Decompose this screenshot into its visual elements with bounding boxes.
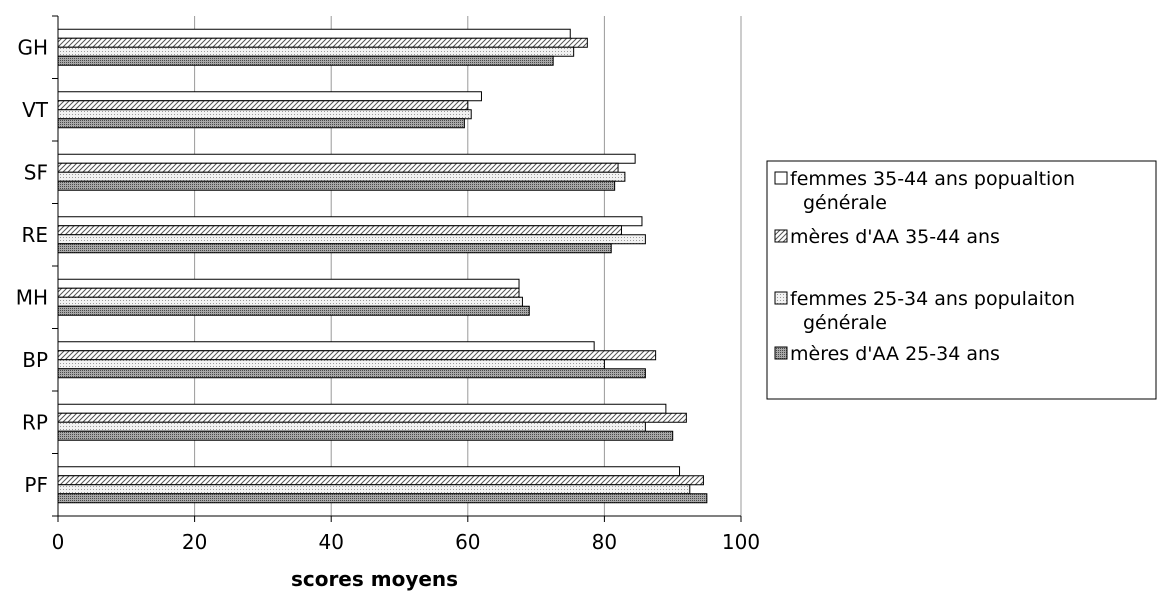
bar-pf-series-1 — [57, 466, 681, 477]
bar-sf-series-1 — [57, 153, 636, 164]
x-axis-label: scores moyens — [291, 567, 458, 591]
y-tick-label-sf: SF — [24, 160, 48, 184]
legend-box — [766, 160, 1157, 400]
x-tick-label-60: 60 — [455, 530, 480, 554]
x-tick-label-20: 20 — [182, 530, 207, 554]
gridlines — [194, 16, 742, 516]
x-tick-label-40: 40 — [318, 530, 343, 554]
bar-rp-series-4 — [57, 430, 674, 441]
y-tick-label-rp: RP — [22, 410, 48, 434]
bar-gh-series-3 — [57, 46, 575, 57]
bar-bp-series-1 — [57, 341, 595, 352]
legend: femmes 35-44 ans popualtion générale mères… — [766, 160, 1157, 400]
bar-mh-series-4 — [57, 305, 530, 316]
tick-labels: GH VT SF RE MH BP RP PF 0 20 40 60 80 100 — [16, 35, 760, 554]
x-tick-label-80: 80 — [592, 530, 617, 554]
bar-rp-series-3 — [57, 421, 646, 432]
bar-pf-series-4 — [57, 493, 708, 504]
legend-swatch-1 — [774, 171, 788, 185]
y-tick-label-mh: MH — [16, 285, 48, 309]
axes — [52, 15, 742, 522]
bar-gh-series-4 — [57, 55, 554, 66]
y-tick-label-vt: VT — [22, 98, 49, 122]
bar-vt-series-2 — [57, 100, 469, 111]
bar-mh-series-1 — [57, 278, 520, 289]
y-tick-label-re: RE — [21, 223, 48, 247]
bar-re-series-3 — [57, 234, 646, 245]
y-tick-label-bp: BP — [22, 348, 48, 372]
legend-swatch-4 — [774, 346, 788, 360]
legend-swatch-3 — [774, 291, 788, 305]
bar-re-series-1 — [57, 216, 643, 227]
bar-rp-series-2 — [57, 412, 687, 423]
bar-vt-series-4 — [57, 118, 465, 129]
legend-label-1: femmes 35-44 ans popualtion générale — [790, 168, 1075, 214]
y-tick-label-gh: GH — [17, 35, 48, 59]
y-tick-label-pf: PF — [24, 473, 48, 497]
legend-swatch-2 — [774, 229, 788, 243]
bar-re-series-4 — [57, 243, 612, 254]
bar-vt-series-3 — [57, 109, 472, 120]
bars — [57, 28, 708, 504]
bar-sf-series-4 — [57, 180, 616, 191]
bar-gh-series-1 — [57, 28, 571, 39]
bar-sf-series-3 — [57, 171, 626, 182]
bar-bp-series-2 — [57, 350, 657, 361]
bar-pf-series-3 — [57, 484, 691, 495]
bar-re-series-2 — [57, 225, 622, 236]
bar-rp-series-1 — [57, 403, 667, 414]
bar-pf-series-2 — [57, 475, 704, 486]
legend-label-4: mères d'AA 25-34 ans — [790, 343, 1000, 365]
bar-mh-series-2 — [57, 287, 520, 298]
legend-label-2: mères d'AA 35-44 ans — [790, 226, 1000, 248]
bar-bp-series-3 — [57, 359, 605, 370]
bar-vt-series-1 — [57, 91, 482, 102]
bar-sf-series-2 — [57, 162, 619, 173]
bar-bp-series-4 — [57, 368, 646, 379]
x-tick-label-0: 0 — [52, 530, 65, 554]
bar-mh-series-3 — [57, 296, 523, 307]
legend-label-3: femmes 25-34 ans populaiton générale — [790, 288, 1075, 334]
bar-gh-series-2 — [57, 37, 588, 48]
x-tick-label-100: 100 — [722, 530, 760, 554]
